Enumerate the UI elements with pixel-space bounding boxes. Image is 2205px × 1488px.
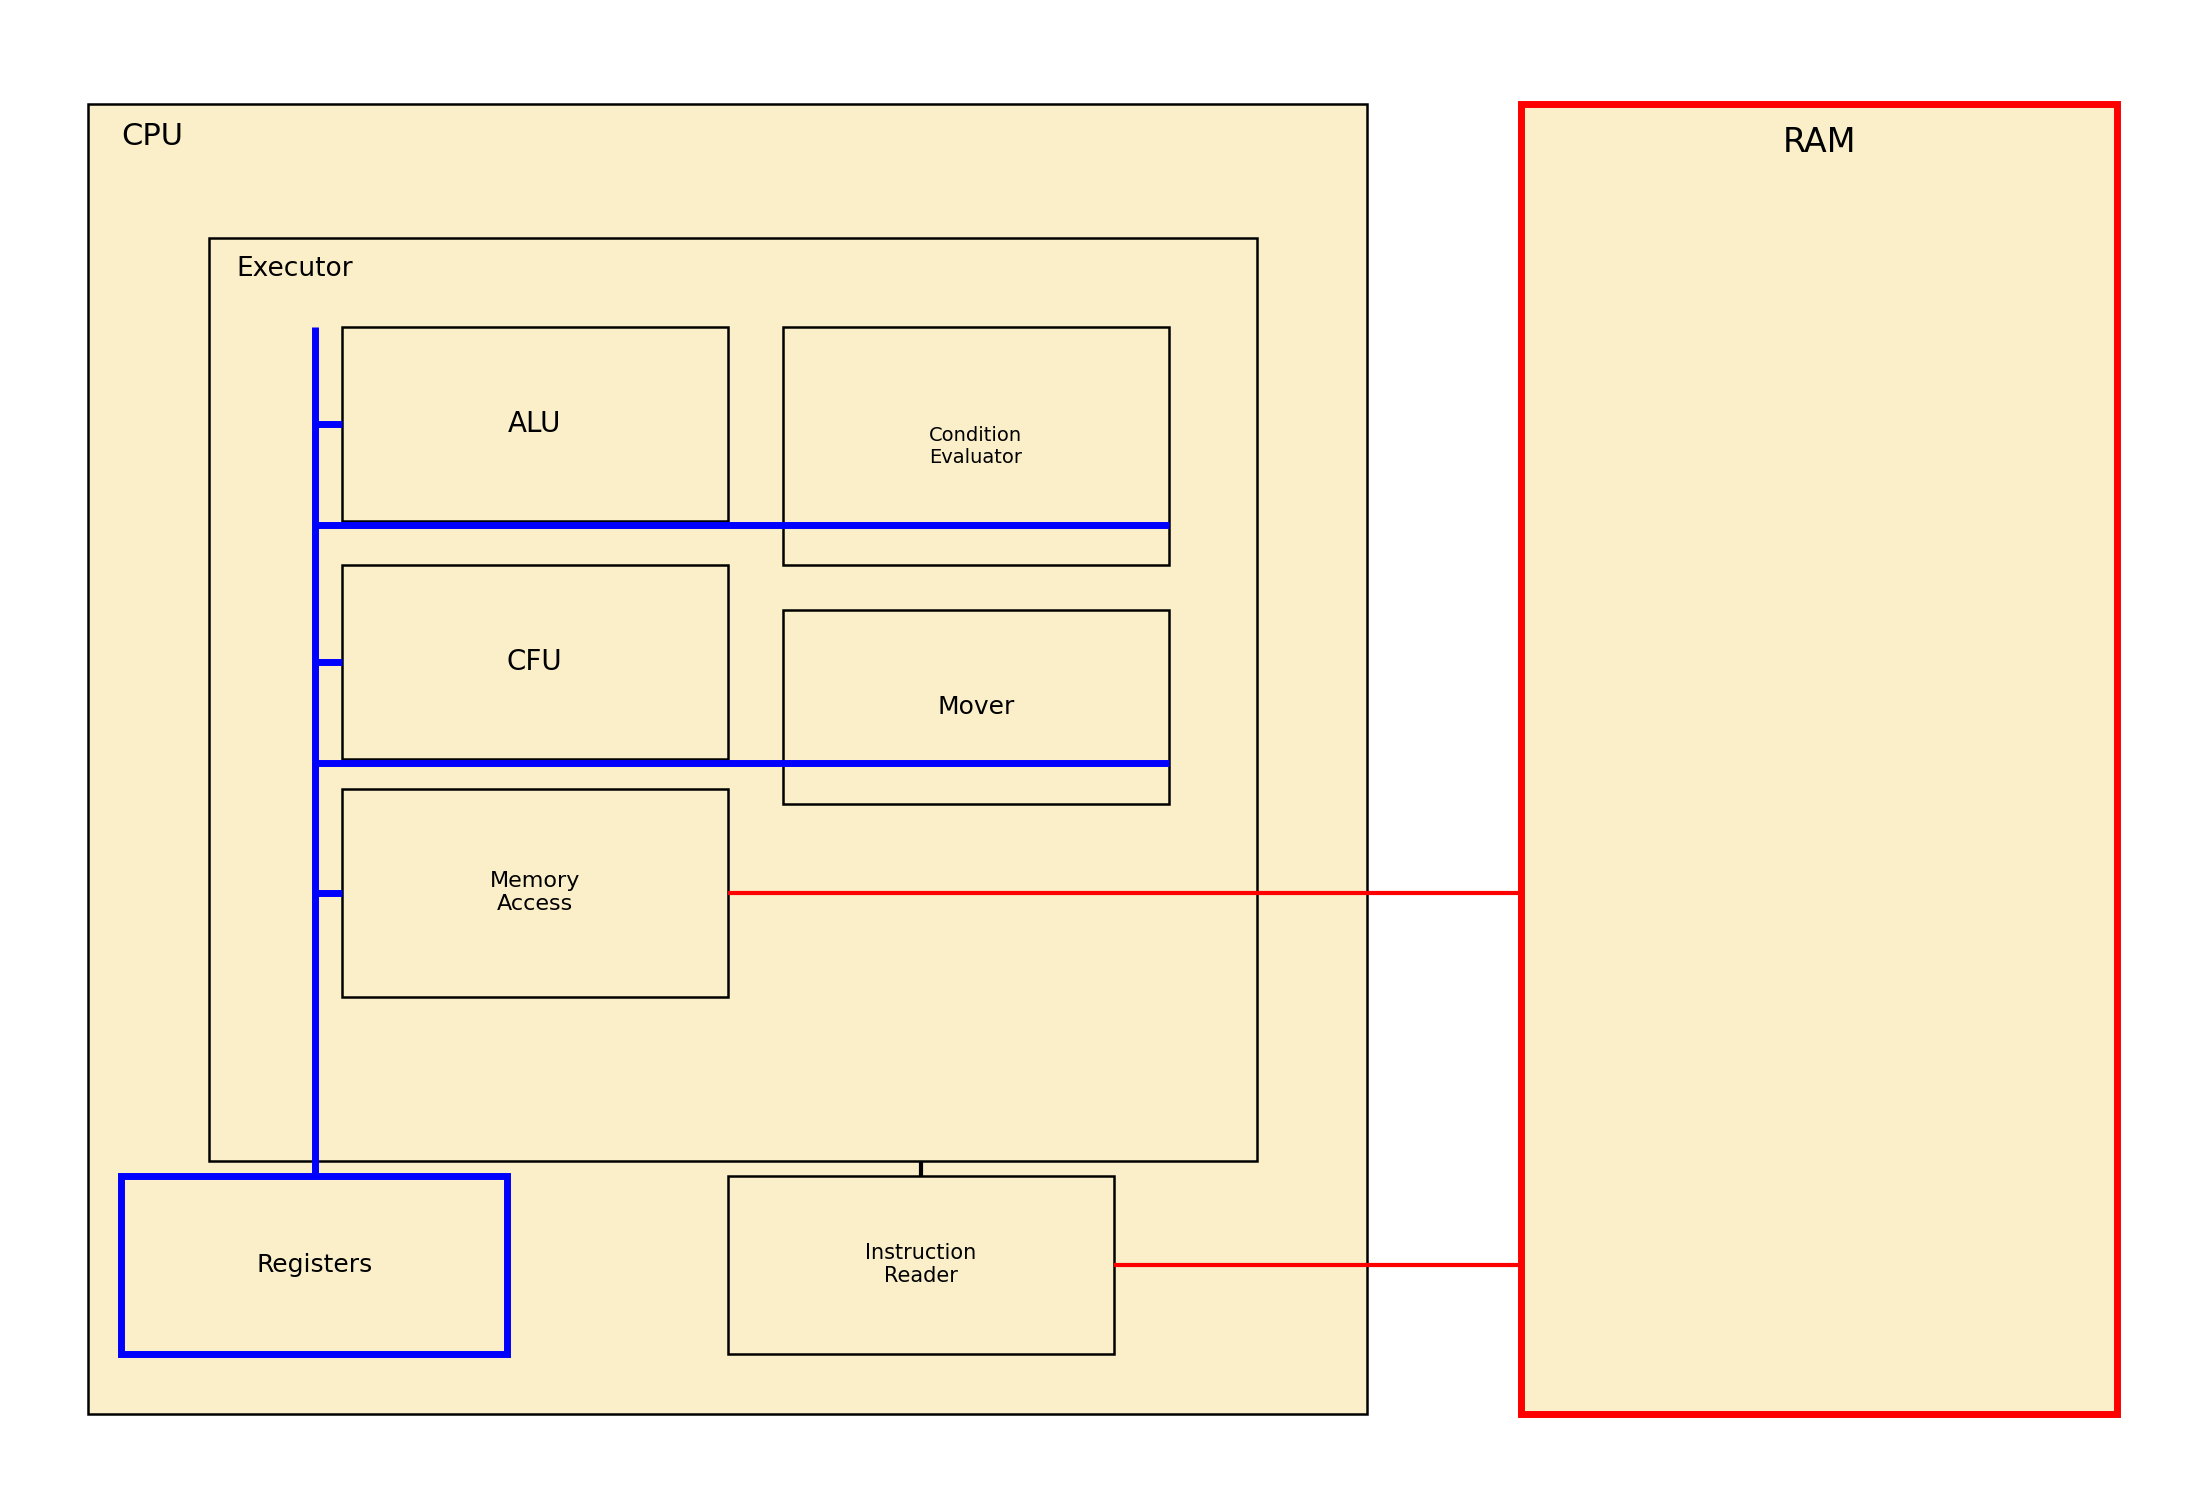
Bar bbox=[1521, 104, 2117, 1414]
Text: ALU: ALU bbox=[507, 411, 562, 437]
Text: Instruction
Reader: Instruction Reader bbox=[864, 1242, 977, 1287]
Bar bbox=[783, 610, 1169, 804]
Text: Registers: Registers bbox=[256, 1253, 373, 1277]
Text: Memory
Access: Memory Access bbox=[490, 870, 580, 915]
Bar bbox=[342, 789, 728, 997]
Text: Condition
Evaluator: Condition Evaluator bbox=[928, 426, 1023, 467]
Bar bbox=[783, 327, 1169, 565]
Bar bbox=[728, 1176, 1114, 1354]
Bar bbox=[121, 1176, 507, 1354]
Text: RAM: RAM bbox=[1782, 126, 1857, 159]
Text: Mover: Mover bbox=[937, 695, 1014, 719]
Text: Executor: Executor bbox=[236, 256, 353, 281]
Text: CFU: CFU bbox=[507, 649, 562, 676]
Text: CPU: CPU bbox=[121, 122, 183, 150]
Bar bbox=[342, 327, 728, 521]
Bar bbox=[342, 565, 728, 759]
Bar bbox=[209, 238, 1257, 1161]
Bar bbox=[88, 104, 1367, 1414]
